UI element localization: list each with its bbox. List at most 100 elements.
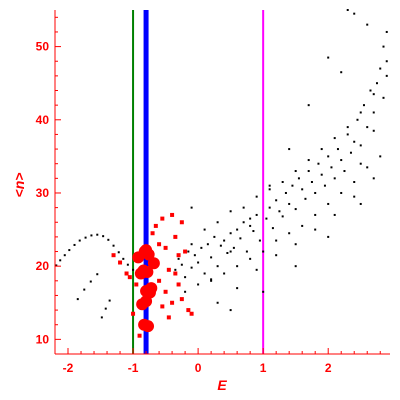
x-axis-title: E bbox=[217, 377, 227, 393]
black-point bbox=[255, 213, 258, 216]
black-point bbox=[252, 230, 255, 233]
black-point bbox=[340, 71, 343, 74]
black-point bbox=[68, 249, 71, 252]
black-point bbox=[117, 251, 120, 254]
black-point bbox=[307, 159, 310, 162]
black-point bbox=[314, 228, 317, 231]
black-point bbox=[288, 232, 291, 235]
red-point-small bbox=[189, 311, 194, 316]
y-tick-label: 40 bbox=[36, 113, 50, 127]
black-point bbox=[359, 202, 362, 205]
black-point bbox=[346, 133, 349, 136]
black-point bbox=[78, 239, 81, 242]
black-point bbox=[184, 290, 187, 293]
black-point bbox=[281, 181, 284, 183]
black-point bbox=[307, 170, 310, 173]
black-point bbox=[320, 173, 323, 176]
red-point-small bbox=[124, 271, 129, 276]
black-point bbox=[366, 126, 369, 129]
black-point bbox=[314, 191, 317, 194]
black-point bbox=[336, 148, 339, 151]
black-point bbox=[382, 45, 385, 48]
black-point bbox=[275, 239, 278, 242]
black-point bbox=[379, 155, 382, 158]
black-point bbox=[255, 268, 258, 271]
red-point-small bbox=[173, 271, 178, 276]
black-point bbox=[366, 166, 369, 169]
black-point bbox=[366, 23, 369, 26]
black-point bbox=[275, 254, 278, 257]
black-point bbox=[242, 206, 245, 209]
black-point bbox=[223, 272, 226, 275]
black-point bbox=[310, 181, 313, 183]
black-point bbox=[353, 140, 356, 143]
black-point bbox=[108, 299, 111, 302]
black-point bbox=[258, 239, 261, 242]
black-point bbox=[249, 224, 252, 227]
black-point bbox=[294, 170, 297, 173]
black-point bbox=[281, 215, 284, 218]
red-point-small bbox=[157, 278, 162, 283]
black-point bbox=[284, 191, 287, 194]
black-point bbox=[210, 279, 213, 282]
black-point bbox=[353, 195, 356, 198]
black-point bbox=[190, 206, 193, 209]
black-point bbox=[184, 276, 187, 279]
black-point bbox=[249, 217, 252, 220]
black-point bbox=[190, 266, 193, 269]
black-point bbox=[346, 9, 349, 11]
red-point-small bbox=[111, 253, 116, 258]
black-point bbox=[216, 265, 219, 268]
black-point bbox=[301, 224, 304, 227]
black-point bbox=[343, 170, 346, 173]
black-point bbox=[314, 213, 317, 216]
black-point bbox=[301, 188, 304, 191]
black-point bbox=[210, 278, 213, 281]
x-tick-label: 1 bbox=[260, 361, 267, 375]
black-point bbox=[112, 244, 115, 247]
axes-layer: -2 -1 0 1 2 10 20 30 40 50 bbox=[36, 10, 390, 375]
black-point bbox=[356, 118, 359, 121]
black-point bbox=[190, 243, 193, 246]
black-point bbox=[327, 56, 330, 59]
black-point bbox=[382, 96, 385, 99]
red-point-small bbox=[179, 220, 184, 225]
black-point bbox=[203, 272, 206, 275]
black-point bbox=[96, 233, 99, 236]
black-point bbox=[323, 184, 326, 187]
black-point bbox=[177, 257, 180, 260]
black-points-layer bbox=[55, 9, 388, 319]
red-point-small bbox=[176, 282, 181, 287]
black-point bbox=[249, 257, 252, 260]
black-point bbox=[193, 254, 196, 257]
red-point-small bbox=[163, 289, 168, 294]
red-point-small bbox=[173, 234, 178, 239]
black-point bbox=[271, 227, 274, 230]
black-point bbox=[59, 259, 62, 262]
black-point bbox=[245, 250, 248, 253]
black-point bbox=[385, 60, 388, 63]
black-point bbox=[294, 208, 297, 211]
black-point bbox=[333, 177, 336, 180]
red-point-large bbox=[140, 244, 153, 257]
black-point bbox=[104, 307, 107, 310]
black-point bbox=[229, 210, 232, 213]
black-point bbox=[219, 244, 222, 247]
red-point-small bbox=[134, 282, 139, 287]
black-point bbox=[268, 188, 271, 191]
black-point bbox=[327, 202, 330, 205]
black-point bbox=[102, 235, 105, 238]
black-point bbox=[236, 265, 239, 268]
black-point bbox=[288, 148, 291, 151]
y-axis-title: <n> bbox=[11, 173, 27, 198]
black-point bbox=[229, 309, 232, 312]
black-point bbox=[294, 243, 297, 246]
black-point bbox=[288, 202, 291, 205]
black-point bbox=[333, 137, 336, 140]
black-point bbox=[327, 235, 330, 238]
y-tick-label: 50 bbox=[36, 40, 50, 54]
red-point-small bbox=[118, 260, 123, 265]
x-tick-label: 0 bbox=[195, 361, 202, 375]
red-point-large bbox=[140, 295, 153, 308]
